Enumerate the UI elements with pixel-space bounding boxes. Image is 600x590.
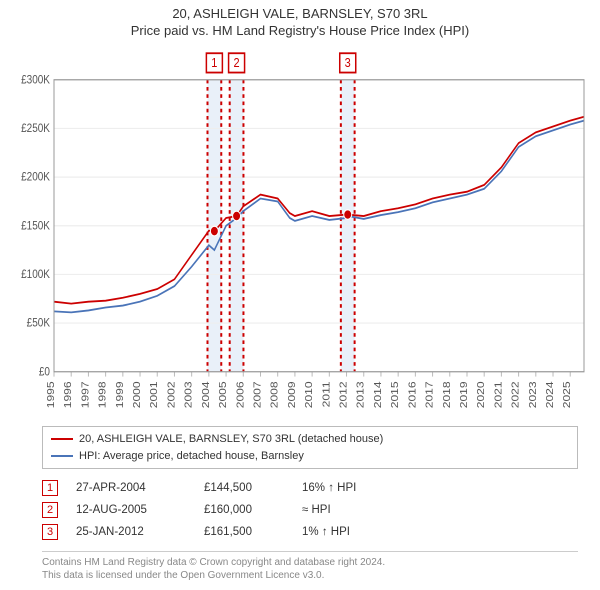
sale-price: £144,500 <box>204 482 284 494</box>
sale-number: 3 <box>345 55 351 70</box>
chart-svg: £0 £50K £100K £150K £200K £250K £300K 1995 1996 1… <box>10 46 590 420</box>
y-tick-label: £50K <box>27 317 51 330</box>
title-address: 20, ASHLEIGH VALE, BARNSLEY, S70 3RL <box>0 6 600 21</box>
x-tick-label: 2025 <box>562 381 573 408</box>
legend-swatch <box>51 455 73 457</box>
x-tick-label: 2006 <box>235 381 246 408</box>
sale-marker: 1 <box>42 480 58 496</box>
y-tick-label: £150K <box>21 220 50 233</box>
x-tick-label: 2005 <box>218 381 229 408</box>
x-tick-label: 1998 <box>98 381 109 408</box>
legend-item: HPI: Average price, detached house, Barn… <box>51 448 569 465</box>
sale-number: 2 <box>234 55 240 70</box>
x-tick-label: 2016 <box>407 381 418 408</box>
x-tick-label: 2015 <box>390 381 401 408</box>
sales-table: 1 27-APR-2004 £144,500 16% ↑ HPI 2 12-AU… <box>42 477 578 543</box>
sale-date: 27-APR-2004 <box>76 482 186 494</box>
sale-row: 2 12-AUG-2005 £160,000 ≈ HPI <box>42 499 578 521</box>
x-tick-label: 2017 <box>424 381 435 408</box>
y-tick-label: £0 <box>39 366 50 379</box>
series-hpi <box>54 121 584 313</box>
sale-point <box>344 210 352 220</box>
x-tick-label: 2020 <box>476 381 487 408</box>
x-tick-label: 1999 <box>115 381 126 408</box>
x-tick-label: 2023 <box>528 381 539 408</box>
y-tick-label: £100K <box>21 268 50 281</box>
legend-item: 20, ASHLEIGH VALE, BARNSLEY, S70 3RL (de… <box>51 431 569 448</box>
sale-pct: 16% ↑ HPI <box>302 482 578 494</box>
x-tick-label: 2002 <box>166 381 177 408</box>
page: 20, ASHLEIGH VALE, BARNSLEY, S70 3RL Pri… <box>0 0 600 590</box>
x-tick-label: 2007 <box>252 381 263 408</box>
sale-date: 12-AUG-2005 <box>76 504 186 516</box>
sale-price: £161,500 <box>204 526 284 538</box>
series-property <box>54 117 584 304</box>
footer-line1: Contains HM Land Registry data © Crown c… <box>42 556 578 569</box>
x-tick-label: 2012 <box>338 381 349 408</box>
footer-line2: This data is licensed under the Open Gov… <box>42 569 578 582</box>
x-tick-label: 2011 <box>321 381 332 407</box>
x-tick-label: 2014 <box>373 381 384 408</box>
legend-label: HPI: Average price, detached house, Barn… <box>79 448 304 465</box>
x-tick-label: 2022 <box>510 381 521 408</box>
title-subtitle: Price paid vs. HM Land Registry's House … <box>0 23 600 38</box>
title-block: 20, ASHLEIGH VALE, BARNSLEY, S70 3RL Pri… <box>0 0 600 42</box>
x-tick-label: 2009 <box>287 381 298 408</box>
sale-marker: 2 <box>42 502 58 518</box>
x-tick-label: 2001 <box>149 381 160 408</box>
sale-number: 1 <box>211 55 217 70</box>
sale-pct: 1% ↑ HPI <box>302 526 578 538</box>
footer: Contains HM Land Registry data © Crown c… <box>42 551 578 582</box>
x-tick-label: 2008 <box>270 381 281 408</box>
sale-point <box>210 226 218 236</box>
sale-marker: 3 <box>42 524 58 540</box>
legend-label: 20, ASHLEIGH VALE, BARNSLEY, S70 3RL (de… <box>79 431 383 448</box>
y-tick-label: £200K <box>21 171 50 184</box>
sale-row: 1 27-APR-2004 £144,500 16% ↑ HPI <box>42 477 578 499</box>
legend-swatch <box>51 438 73 440</box>
sale-pct: ≈ HPI <box>302 504 578 516</box>
x-tick-label: 2010 <box>304 381 315 408</box>
sale-price: £160,000 <box>204 504 284 516</box>
x-tick-label: 1997 <box>80 381 91 408</box>
x-tick-label: 2024 <box>545 381 556 408</box>
sale-row: 3 25-JAN-2012 £161,500 1% ↑ HPI <box>42 521 578 543</box>
x-tick-label: 2000 <box>132 381 143 408</box>
chart: £0 £50K £100K £150K £200K £250K £300K 1995 1996 1… <box>10 46 590 420</box>
y-tick-label: £300K <box>21 74 50 87</box>
x-tick-label: 1996 <box>63 381 74 408</box>
sale-point <box>233 211 241 221</box>
sale-date: 25-JAN-2012 <box>76 526 186 538</box>
x-tick-label: 2018 <box>442 381 453 408</box>
x-tick-label: 2013 <box>356 381 367 408</box>
x-tick-label: 2003 <box>184 381 195 408</box>
x-tick-label: 2004 <box>201 381 212 408</box>
y-tick-label: £250K <box>21 122 50 135</box>
legend: 20, ASHLEIGH VALE, BARNSLEY, S70 3RL (de… <box>42 426 578 469</box>
x-tick-label: 1995 <box>46 381 57 408</box>
x-tick-label: 2021 <box>493 381 504 408</box>
x-tick-label: 2019 <box>459 381 470 408</box>
